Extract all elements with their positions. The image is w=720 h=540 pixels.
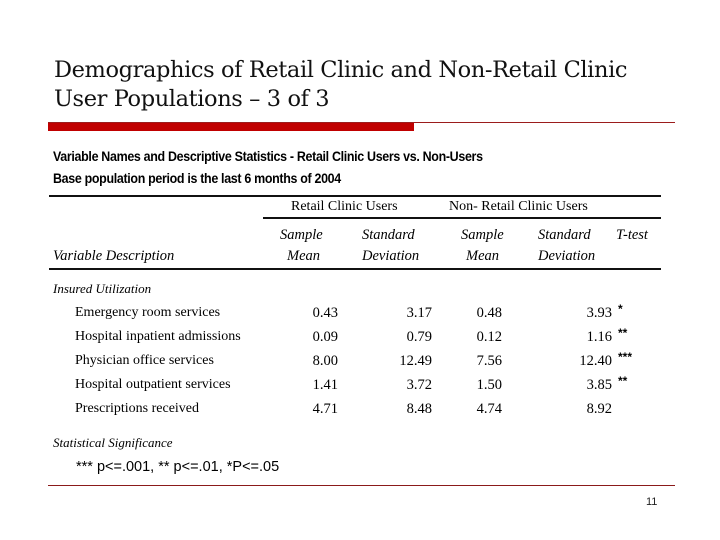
significance-marker: ** bbox=[618, 374, 628, 388]
footer-divider bbox=[48, 485, 675, 486]
slide-title: Demographics of Retail Clinic and Non-Re… bbox=[54, 56, 694, 114]
nrc-mean: 0.12 bbox=[476, 329, 502, 345]
group-header-rule bbox=[263, 217, 661, 219]
rc-mean: 8.00 bbox=[312, 353, 338, 369]
group-header-retail: Retail Clinic Users bbox=[291, 199, 398, 214]
rc-sd: 12.49 bbox=[399, 353, 432, 369]
section-insured-utilization: Insured Utilization bbox=[53, 281, 152, 296]
col-header-rc-sd-bottom: Deviation bbox=[362, 248, 420, 264]
table-subheading: Base population period is the last 6 mon… bbox=[53, 171, 341, 186]
title-accent-bar bbox=[48, 123, 414, 131]
col-header-variable: Variable Description bbox=[53, 248, 175, 264]
nrc-mean: 4.74 bbox=[476, 401, 502, 417]
rc-mean: 0.09 bbox=[312, 329, 338, 345]
rc-sd: 8.48 bbox=[406, 401, 432, 417]
rc-sd: 3.72 bbox=[406, 377, 432, 393]
col-header-rc-mean-bottom: Mean bbox=[287, 248, 321, 264]
significance-legend: *** p<=.001, ** p<=.01, *P<=.05 bbox=[76, 459, 280, 475]
title-divider-thin bbox=[48, 122, 675, 123]
group-header-non-retail: Non- Retail Clinic Users bbox=[449, 199, 588, 214]
col-header-nrc-sd-bottom: Deviation bbox=[538, 248, 596, 264]
table-top-rule bbox=[49, 195, 661, 197]
header-bottom-rule bbox=[49, 268, 661, 270]
rc-mean: 4.71 bbox=[312, 401, 338, 417]
col-header-nrc-sd-top: Standard bbox=[538, 227, 591, 243]
title-line-1: Demographics of Retail Clinic and Non-Re… bbox=[54, 57, 628, 83]
nrc-sd: 3.85 bbox=[586, 377, 612, 393]
rc-sd: 0.79 bbox=[406, 329, 432, 345]
nrc-mean: 1.50 bbox=[476, 377, 502, 393]
table-heading: Variable Names and Descriptive Statistic… bbox=[53, 149, 483, 164]
col-header-nrc-mean-top: Sample bbox=[461, 227, 504, 243]
rc-sd: 3.17 bbox=[406, 305, 432, 321]
significance-marker: * bbox=[618, 302, 623, 316]
significance-marker: *** bbox=[618, 350, 633, 364]
title-line-2: User Populations – 3 of 3 bbox=[54, 86, 330, 112]
rc-mean: 0.43 bbox=[312, 305, 338, 321]
rc-mean: 1.41 bbox=[312, 377, 338, 393]
row-label: Hospital inpatient admissions bbox=[75, 329, 241, 344]
row-label: Hospital outpatient services bbox=[75, 377, 231, 392]
significance-heading: Statistical Significance bbox=[53, 435, 173, 450]
row-label: Prescriptions received bbox=[75, 401, 200, 416]
col-header-ttest: T-test bbox=[616, 227, 648, 243]
significance-marker: ** bbox=[618, 326, 628, 340]
nrc-sd: 8.92 bbox=[586, 401, 612, 417]
nrc-sd: 1.16 bbox=[586, 329, 612, 345]
col-header-nrc-mean-bottom: Mean bbox=[466, 248, 500, 264]
nrc-sd: 3.93 bbox=[586, 305, 612, 321]
row-label: Emergency room services bbox=[75, 305, 221, 320]
row-label: Physician office services bbox=[75, 353, 214, 368]
col-header-rc-mean-top: Sample bbox=[280, 227, 323, 243]
page-number: 11 bbox=[646, 496, 658, 508]
col-header-rc-sd-top: Standard bbox=[362, 227, 415, 243]
nrc-mean: 7.56 bbox=[476, 353, 502, 369]
nrc-sd: 12.40 bbox=[579, 353, 612, 369]
nrc-mean: 0.48 bbox=[476, 305, 502, 321]
